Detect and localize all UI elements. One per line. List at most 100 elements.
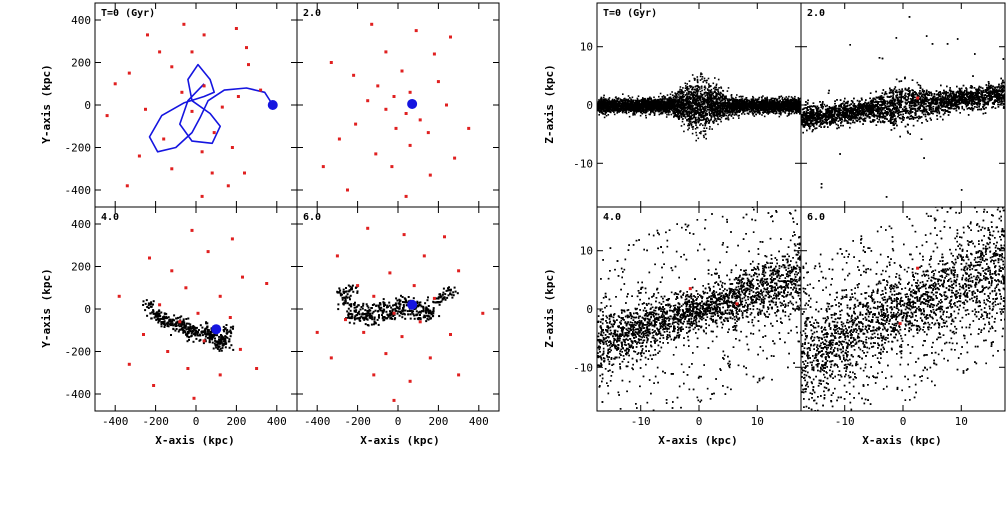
panel-time-label: 6.0: [303, 212, 321, 223]
disk-particle: [648, 113, 651, 116]
disk-particle: [730, 94, 733, 96]
disk-particle: [770, 98, 773, 101]
debris-particle: [186, 322, 188, 325]
debris-particle: [378, 306, 381, 309]
debris-particle: [179, 316, 181, 319]
debris-particle: [377, 310, 380, 312]
disk-particle: [685, 96, 688, 98]
disk-particle: [675, 105, 677, 108]
debris-particle: [388, 313, 391, 316]
disk-particle: [724, 114, 726, 116]
debris-particle: [174, 323, 177, 325]
disk-particle: [788, 99, 790, 102]
debris-particle: [339, 292, 342, 295]
disk-particle: [681, 108, 684, 110]
red-point: [457, 269, 461, 273]
red-point: [372, 373, 376, 377]
red-point: [218, 294, 222, 298]
disk-particle: [703, 88, 706, 91]
red-point: [356, 284, 360, 288]
disk-particle: [731, 113, 734, 116]
disk-particle: [708, 111, 710, 113]
disk-particle: [617, 97, 620, 99]
debris-particle: [374, 309, 377, 312]
debris-particle: [169, 320, 172, 323]
debris-particle: [364, 313, 366, 315]
disk-particle: [687, 123, 690, 125]
disk-particle: [793, 112, 796, 115]
debris-particle: [152, 309, 155, 312]
disk-particle: [770, 106, 773, 109]
disk-particle: [636, 97, 639, 100]
debris-particle: [204, 327, 207, 330]
debris-particle: [196, 334, 199, 337]
disk-particle: [775, 110, 778, 113]
disk-particle: [713, 116, 716, 118]
red-point: [384, 352, 388, 356]
debris-particle: [380, 306, 383, 309]
disk-particle: [773, 109, 776, 112]
debris-particle: [423, 314, 426, 317]
y-tick-label: 0: [84, 99, 91, 112]
x-tick-label: -400: [102, 415, 129, 428]
disk-particle: [748, 108, 751, 111]
debris-particle: [369, 312, 372, 315]
x-tick-label: 400: [469, 415, 489, 428]
red-point: [170, 167, 174, 171]
disk-particle: [644, 108, 647, 111]
disk-particle: [690, 102, 693, 104]
debris-particle: [163, 312, 166, 315]
disk-particle: [769, 101, 771, 103]
red-point: [449, 35, 452, 39]
disk-particle: [705, 110, 708, 112]
disk-particle: [716, 108, 718, 111]
disk-particle: [608, 97, 611, 99]
disk-particle: [688, 113, 691, 116]
red-point: [443, 235, 446, 239]
disk-particle: [709, 85, 712, 87]
red-point: [432, 52, 436, 56]
debris-particle: [178, 325, 181, 328]
disk-particle: [703, 91, 706, 94]
debris-particle: [172, 324, 175, 327]
debris-particle: [184, 324, 187, 327]
disk-particle: [695, 121, 697, 124]
red-point: [467, 126, 471, 130]
debris-particle: [379, 303, 382, 306]
debris-particle: [385, 310, 388, 313]
debris-particle: [424, 310, 427, 313]
disk-particle: [687, 107, 690, 110]
debris-particle: [228, 330, 231, 333]
debris-particle: [216, 340, 218, 343]
disk-particle: [700, 85, 703, 88]
disk-particle: [700, 123, 702, 125]
debris-particle: [440, 300, 443, 303]
debris-particle: [444, 293, 447, 296]
debris-particle: [214, 337, 216, 340]
red-point: [428, 356, 432, 360]
debris-particle: [401, 316, 404, 319]
disk-particle: [737, 100, 739, 102]
red-point: [127, 71, 131, 75]
disk-particle: [780, 95, 783, 97]
debris-particle: [376, 318, 379, 321]
xy-plane-chart: X-axis (kpc) X-axis (kpc) Y-axis (kpc) Y…: [40, 2, 500, 447]
disk-particle: [788, 113, 791, 115]
disk-particle: [714, 86, 716, 89]
red-point: [158, 50, 162, 54]
debris-particle: [357, 304, 360, 307]
disk-particle: [733, 114, 736, 116]
debris-particle: [440, 295, 443, 298]
disk-particle: [760, 101, 762, 103]
debris-particle: [409, 317, 412, 320]
disk-particle: [767, 113, 769, 115]
debris-particle: [230, 326, 233, 329]
debris-particle: [164, 317, 167, 319]
debris-particle: [353, 310, 356, 313]
disk-particle: [598, 99, 600, 101]
debris-particle: [173, 319, 176, 322]
disk-particle: [695, 116, 697, 119]
disk-particle: [707, 101, 710, 104]
disk-particle: [709, 90, 712, 92]
panel-frame: [94, 206, 298, 412]
